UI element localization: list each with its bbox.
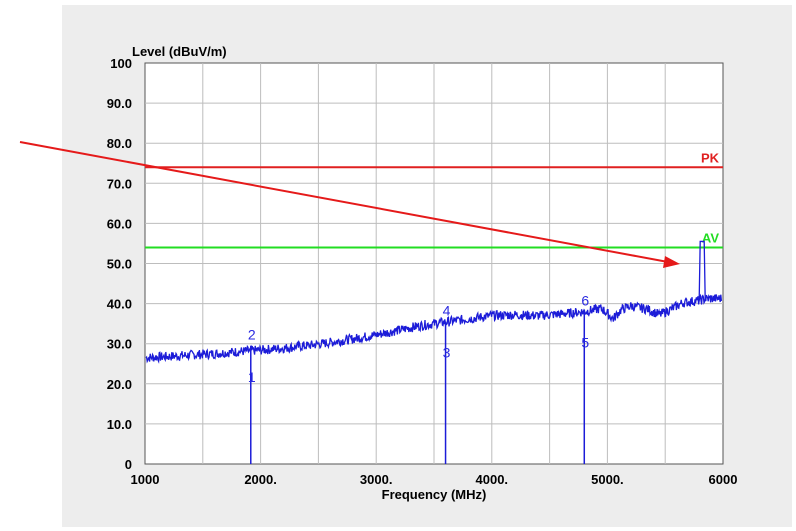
y-tick-label: 20.0 [107, 377, 132, 392]
trace-line [145, 293, 723, 364]
x-axis-label: Frequency (MHz) [382, 487, 487, 502]
y-tick-label: 30.0 [107, 337, 132, 352]
y-tick-label: 60.0 [107, 216, 132, 231]
y-tick-label: 100 [110, 56, 132, 71]
marker-5: 5 [581, 335, 589, 351]
y-tick-label: 90.0 [107, 96, 132, 111]
x-tick-label: 5000. [591, 472, 624, 487]
x-tick-labels: 1000 2000. 3000. 4000. 5000. 6000 [131, 472, 738, 487]
y-axis-label: Level (dBuV/m) [132, 44, 227, 59]
markers: 1 2 3 4 5 6 [248, 293, 590, 385]
spikes [250, 240, 706, 464]
limit-lines: PK AV [145, 150, 723, 249]
x-tick-label: 1000 [131, 472, 160, 487]
y-tick-label: 40.0 [107, 297, 132, 312]
limit-label-pk: PK [701, 150, 720, 165]
marker-3: 3 [443, 345, 451, 361]
y-tick-labels: 0 10.0 20.0 30.0 40.0 50.0 60.0 70.0 80.0 90.0 100 [107, 56, 132, 472]
grid [145, 63, 723, 464]
y-tick-label: 0 [125, 457, 132, 472]
spike [698, 240, 706, 300]
x-tick-label: 2000. [244, 472, 277, 487]
y-tick-label: 70.0 [107, 176, 132, 191]
limit-label-av: AV [702, 230, 719, 245]
x-tick-label: 3000. [360, 472, 393, 487]
marker-6: 6 [581, 293, 589, 309]
marker-4: 4 [443, 303, 451, 319]
trace [145, 293, 723, 364]
marker-1: 1 [248, 369, 256, 385]
marker-2: 2 [248, 327, 256, 343]
x-tick-label: 6000 [709, 472, 738, 487]
annotation-arrow [19, 141, 680, 268]
x-tick-label: 4000. [476, 472, 509, 487]
y-tick-label: 80.0 [107, 136, 132, 151]
y-tick-label: 50.0 [107, 257, 132, 272]
y-tick-label: 10.0 [107, 417, 132, 432]
